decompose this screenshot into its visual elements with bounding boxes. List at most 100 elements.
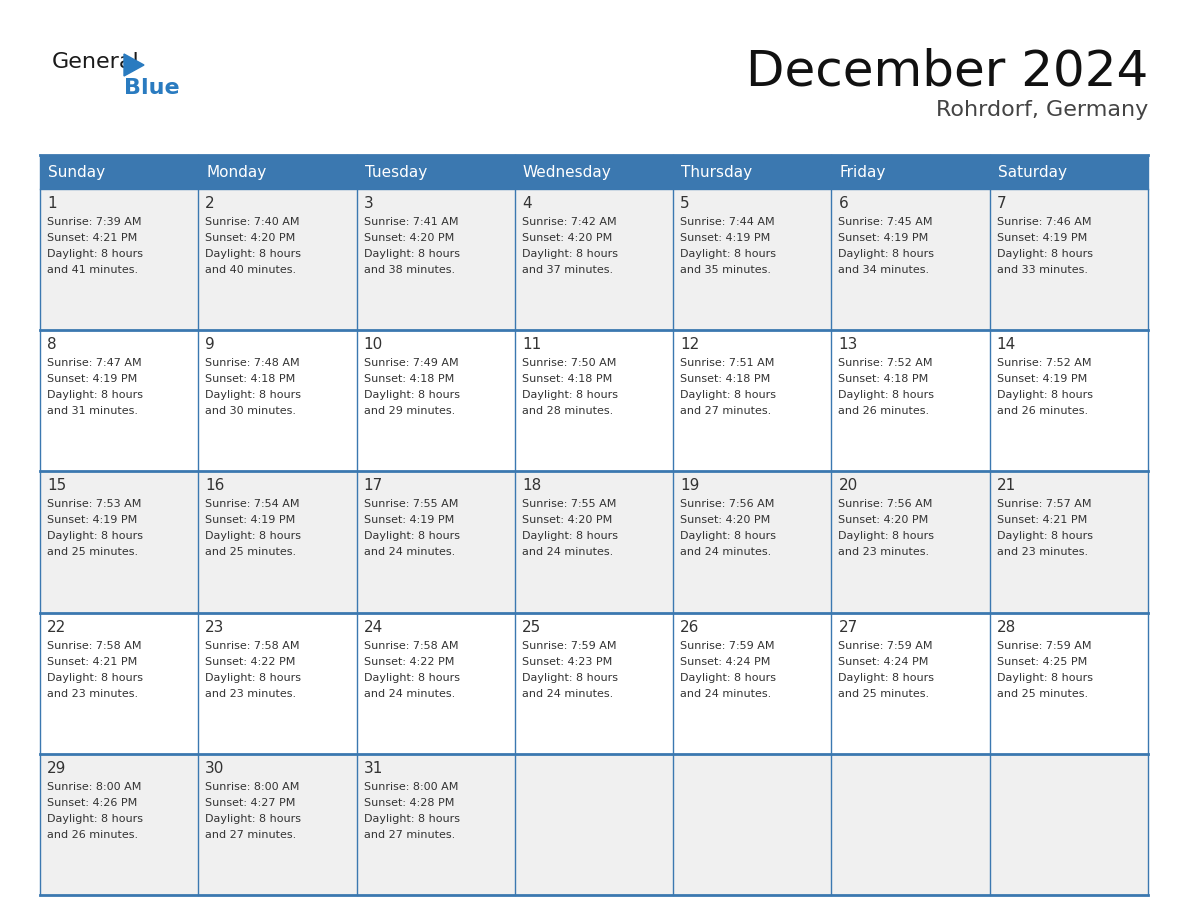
Text: Sunset: 4:18 PM: Sunset: 4:18 PM bbox=[206, 375, 296, 385]
Text: 31: 31 bbox=[364, 761, 383, 776]
Bar bbox=[990, 189, 1148, 330]
Text: Daylight: 8 hours: Daylight: 8 hours bbox=[206, 390, 302, 400]
Text: Saturday: Saturday bbox=[998, 164, 1067, 180]
Text: Sunset: 4:19 PM: Sunset: 4:19 PM bbox=[997, 375, 1087, 385]
Text: 28: 28 bbox=[997, 620, 1016, 634]
Text: Sunrise: 7:58 AM: Sunrise: 7:58 AM bbox=[48, 641, 141, 651]
Text: Sunrise: 7:42 AM: Sunrise: 7:42 AM bbox=[522, 217, 617, 227]
Bar bbox=[832, 754, 990, 895]
Text: and 24 minutes.: and 24 minutes. bbox=[681, 547, 771, 557]
Text: 3: 3 bbox=[364, 196, 373, 211]
Text: Sunset: 4:20 PM: Sunset: 4:20 PM bbox=[681, 515, 770, 525]
Text: Sunset: 4:24 PM: Sunset: 4:24 PM bbox=[681, 656, 771, 666]
Text: and 24 minutes.: and 24 minutes. bbox=[522, 547, 613, 557]
Bar bbox=[514, 155, 674, 189]
Text: Daylight: 8 hours: Daylight: 8 hours bbox=[997, 390, 1093, 400]
Bar bbox=[40, 330, 198, 472]
Text: Daylight: 8 hours: Daylight: 8 hours bbox=[48, 673, 143, 683]
Text: Sunset: 4:18 PM: Sunset: 4:18 PM bbox=[681, 375, 770, 385]
Text: Daylight: 8 hours: Daylight: 8 hours bbox=[206, 813, 302, 823]
Bar bbox=[514, 330, 674, 472]
Text: Daylight: 8 hours: Daylight: 8 hours bbox=[48, 249, 143, 259]
Text: Sunday: Sunday bbox=[48, 164, 105, 180]
Text: Sunrise: 7:46 AM: Sunrise: 7:46 AM bbox=[997, 217, 1092, 227]
Text: Sunset: 4:21 PM: Sunset: 4:21 PM bbox=[997, 515, 1087, 525]
Text: Sunset: 4:19 PM: Sunset: 4:19 PM bbox=[48, 375, 138, 385]
Text: Sunset: 4:20 PM: Sunset: 4:20 PM bbox=[839, 515, 929, 525]
Bar bbox=[674, 472, 832, 612]
Text: Daylight: 8 hours: Daylight: 8 hours bbox=[839, 390, 935, 400]
Text: and 35 minutes.: and 35 minutes. bbox=[681, 265, 771, 275]
Text: Sunset: 4:20 PM: Sunset: 4:20 PM bbox=[522, 515, 612, 525]
Text: Daylight: 8 hours: Daylight: 8 hours bbox=[364, 249, 460, 259]
Bar bbox=[832, 155, 990, 189]
Bar bbox=[674, 612, 832, 754]
Text: Daylight: 8 hours: Daylight: 8 hours bbox=[681, 673, 776, 683]
Text: 2: 2 bbox=[206, 196, 215, 211]
Bar bbox=[356, 155, 514, 189]
Text: Daylight: 8 hours: Daylight: 8 hours bbox=[364, 673, 460, 683]
Text: and 40 minutes.: and 40 minutes. bbox=[206, 265, 297, 275]
Text: Sunrise: 7:56 AM: Sunrise: 7:56 AM bbox=[681, 499, 775, 509]
Text: Rohrdorf, Germany: Rohrdorf, Germany bbox=[936, 100, 1148, 120]
Text: and 23 minutes.: and 23 minutes. bbox=[997, 547, 1088, 557]
Bar bbox=[514, 472, 674, 612]
Text: Monday: Monday bbox=[207, 164, 266, 180]
Text: Daylight: 8 hours: Daylight: 8 hours bbox=[364, 813, 460, 823]
Bar bbox=[40, 189, 198, 330]
Text: Sunrise: 7:52 AM: Sunrise: 7:52 AM bbox=[839, 358, 933, 368]
Text: and 33 minutes.: and 33 minutes. bbox=[997, 265, 1088, 275]
Polygon shape bbox=[124, 54, 144, 76]
Text: 11: 11 bbox=[522, 337, 541, 353]
Text: 30: 30 bbox=[206, 761, 225, 776]
Text: and 26 minutes.: and 26 minutes. bbox=[48, 830, 138, 840]
Text: Sunrise: 7:55 AM: Sunrise: 7:55 AM bbox=[364, 499, 457, 509]
Text: 26: 26 bbox=[681, 620, 700, 634]
Text: December 2024: December 2024 bbox=[746, 48, 1148, 96]
Bar bbox=[40, 472, 198, 612]
Bar bbox=[40, 612, 198, 754]
Bar bbox=[514, 189, 674, 330]
Text: Daylight: 8 hours: Daylight: 8 hours bbox=[48, 390, 143, 400]
Text: and 27 minutes.: and 27 minutes. bbox=[681, 406, 771, 416]
Text: Sunset: 4:28 PM: Sunset: 4:28 PM bbox=[364, 798, 454, 808]
Text: 18: 18 bbox=[522, 478, 541, 493]
Text: Daylight: 8 hours: Daylight: 8 hours bbox=[206, 673, 302, 683]
Text: Sunset: 4:21 PM: Sunset: 4:21 PM bbox=[48, 233, 138, 243]
Text: Sunset: 4:20 PM: Sunset: 4:20 PM bbox=[522, 233, 612, 243]
Text: and 28 minutes.: and 28 minutes. bbox=[522, 406, 613, 416]
Text: 24: 24 bbox=[364, 620, 383, 634]
Bar bbox=[674, 155, 832, 189]
Text: Daylight: 8 hours: Daylight: 8 hours bbox=[48, 813, 143, 823]
Text: Daylight: 8 hours: Daylight: 8 hours bbox=[48, 532, 143, 542]
Bar bbox=[198, 189, 356, 330]
Text: Sunset: 4:19 PM: Sunset: 4:19 PM bbox=[681, 233, 770, 243]
Text: 7: 7 bbox=[997, 196, 1006, 211]
Text: 14: 14 bbox=[997, 337, 1016, 353]
Text: Sunrise: 7:55 AM: Sunrise: 7:55 AM bbox=[522, 499, 617, 509]
Text: Sunrise: 7:51 AM: Sunrise: 7:51 AM bbox=[681, 358, 775, 368]
Text: 13: 13 bbox=[839, 337, 858, 353]
Text: and 24 minutes.: and 24 minutes. bbox=[364, 547, 455, 557]
Text: Sunrise: 7:39 AM: Sunrise: 7:39 AM bbox=[48, 217, 141, 227]
Text: 9: 9 bbox=[206, 337, 215, 353]
Bar bbox=[990, 612, 1148, 754]
Text: Sunrise: 7:59 AM: Sunrise: 7:59 AM bbox=[839, 641, 933, 651]
Text: Daylight: 8 hours: Daylight: 8 hours bbox=[839, 673, 935, 683]
Bar bbox=[674, 754, 832, 895]
Text: 21: 21 bbox=[997, 478, 1016, 493]
Text: Sunrise: 7:48 AM: Sunrise: 7:48 AM bbox=[206, 358, 299, 368]
Bar bbox=[198, 155, 356, 189]
Text: and 25 minutes.: and 25 minutes. bbox=[206, 547, 297, 557]
Text: 6: 6 bbox=[839, 196, 848, 211]
Text: Daylight: 8 hours: Daylight: 8 hours bbox=[997, 249, 1093, 259]
Bar bbox=[356, 754, 514, 895]
Bar bbox=[198, 330, 356, 472]
Text: Sunrise: 7:41 AM: Sunrise: 7:41 AM bbox=[364, 217, 459, 227]
Bar bbox=[674, 330, 832, 472]
Text: Sunrise: 7:53 AM: Sunrise: 7:53 AM bbox=[48, 499, 141, 509]
Text: Sunrise: 7:57 AM: Sunrise: 7:57 AM bbox=[997, 499, 1092, 509]
Text: 25: 25 bbox=[522, 620, 541, 634]
Text: Sunset: 4:19 PM: Sunset: 4:19 PM bbox=[206, 515, 296, 525]
Bar bbox=[40, 155, 198, 189]
